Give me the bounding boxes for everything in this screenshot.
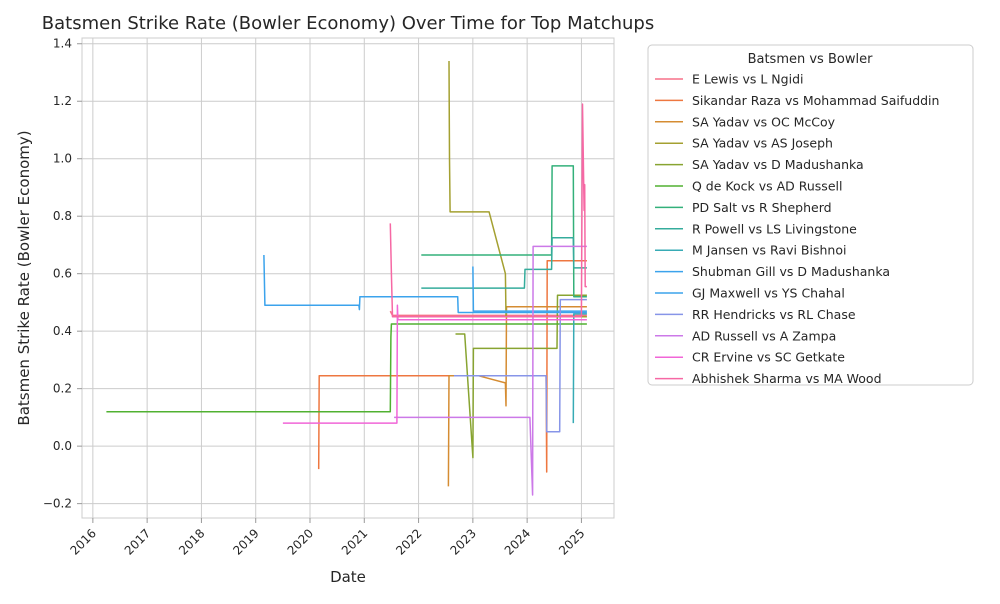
legend-label: GJ Maxwell vs YS Chahal bbox=[692, 286, 845, 301]
legend-label: PD Salt vs R Shepherd bbox=[692, 200, 832, 215]
series-line-8 bbox=[572, 313, 587, 424]
legend-box bbox=[647, 44, 974, 386]
legend-label: RR Hendricks vs RL Chase bbox=[692, 307, 856, 322]
series-line-5 bbox=[106, 323, 587, 413]
y-tick-label: 0.0 bbox=[53, 439, 72, 453]
legend: Batsmen vs Bowler E Lewis vs L Ngidi Sika… bbox=[647, 44, 974, 386]
legend-label: SA Yadav vs AS Joseph bbox=[692, 136, 833, 151]
legend-label: AD Russell vs A Zampa bbox=[692, 328, 836, 343]
series-lines bbox=[106, 60, 587, 496]
x-axis-ticks: 2016 2017 2018 2019 2020 2021 2022 2023 2024 2025 bbox=[67, 518, 588, 558]
x-tick-label: 2016 bbox=[67, 526, 98, 557]
series-line-10 bbox=[263, 254, 587, 314]
x-axis-label: Date bbox=[330, 568, 366, 586]
legend-label: Abhishek Sharma vs MA Wood bbox=[692, 371, 882, 386]
legend-title: Batsmen vs Bowler bbox=[748, 52, 874, 67]
y-tick-label: 1.4 bbox=[53, 37, 72, 51]
series-line-9 bbox=[472, 266, 587, 312]
x-tick-label: 2018 bbox=[176, 526, 207, 557]
x-tick-label: 2020 bbox=[285, 526, 316, 557]
legend-label: CR Ervine vs SC Getkate bbox=[692, 350, 845, 365]
y-tick-label: 0.8 bbox=[53, 209, 72, 223]
legend-label: R Powell vs LS Livingstone bbox=[692, 221, 857, 236]
y-tick-label: −0.2 bbox=[43, 497, 72, 511]
x-tick-label: 2017 bbox=[122, 526, 153, 557]
series-line-4 bbox=[455, 294, 587, 459]
y-axis-ticks: −0.2 0.0 0.2 0.4 0.6 0.8 1.0 1.2 1.4 bbox=[43, 37, 82, 511]
legend-items: E Lewis vs L Ngidi Sikandar Raza vs Moham… bbox=[655, 72, 939, 386]
legend-label: E Lewis vs L Ngidi bbox=[692, 72, 803, 87]
legend-label: Shubman Gill vs D Madushanka bbox=[692, 264, 890, 279]
legend-label: M Jansen vs Ravi Bishnoi bbox=[692, 243, 846, 258]
series-line-7 bbox=[421, 237, 587, 289]
y-tick-label: 1.2 bbox=[53, 94, 72, 108]
y-tick-label: 0.6 bbox=[53, 267, 72, 281]
legend-label: SA Yadav vs OC McCoy bbox=[692, 114, 836, 129]
x-tick-label: 2024 bbox=[502, 526, 533, 557]
x-tick-label: 2022 bbox=[393, 526, 424, 557]
legend-label: Q de Kock vs AD Russell bbox=[692, 179, 842, 194]
x-tick-label: 2023 bbox=[447, 526, 478, 557]
series-line-12 bbox=[394, 245, 587, 496]
y-axis-label: Batsmen Strike Rate (Bowler Economy) bbox=[15, 130, 33, 425]
series-line-11 bbox=[453, 298, 587, 433]
x-tick-label: 2019 bbox=[230, 526, 261, 557]
series-line-13 bbox=[282, 304, 587, 424]
series-line-6 bbox=[421, 165, 587, 298]
series-line-14 bbox=[389, 103, 587, 318]
y-tick-label: 1.0 bbox=[53, 152, 72, 166]
chart-title: Batsmen Strike Rate (Bowler Economy) Ove… bbox=[42, 13, 654, 34]
y-tick-label: 0.2 bbox=[53, 382, 72, 396]
legend-label: Sikandar Raza vs Mohammad Saifuddin bbox=[692, 93, 939, 108]
y-tick-label: 0.4 bbox=[53, 324, 72, 338]
x-tick-label: 2021 bbox=[339, 526, 370, 557]
x-tick-label: 2025 bbox=[556, 526, 587, 557]
legend-label: SA Yadav vs D Madushanka bbox=[692, 157, 864, 172]
